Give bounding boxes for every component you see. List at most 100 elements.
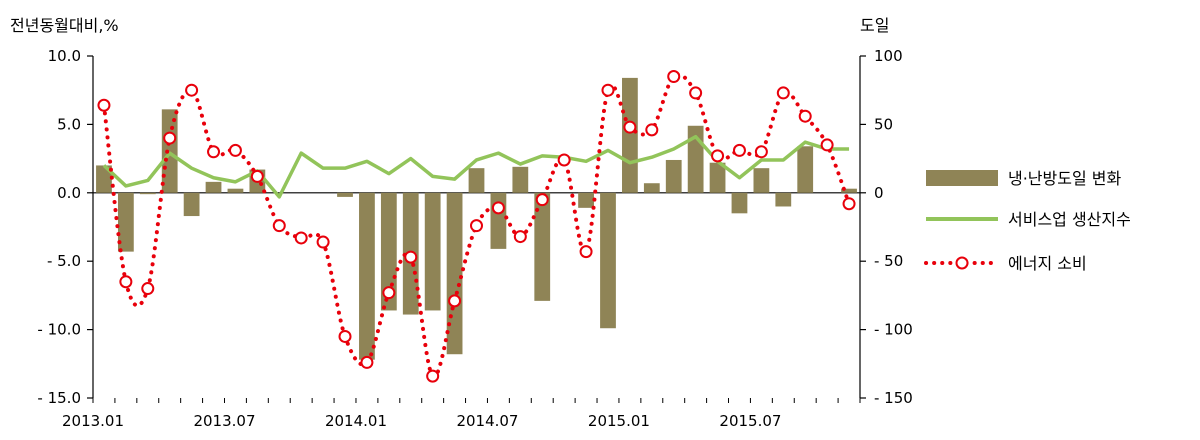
x-tick-label: 2013.01 bbox=[62, 412, 124, 430]
line-series-energy bbox=[97, 70, 856, 383]
bar bbox=[643, 183, 660, 193]
energy-point bbox=[732, 143, 746, 157]
bar bbox=[709, 162, 726, 193]
legend-label-red: 에너지 소비 bbox=[1008, 254, 1087, 273]
x-tick-label: 2013.07 bbox=[193, 412, 255, 430]
bar bbox=[183, 192, 200, 217]
energy-point bbox=[272, 219, 286, 233]
legend-item-bar: 냉·난방도일 변화 bbox=[926, 169, 1121, 188]
energy-point bbox=[338, 329, 352, 343]
left-tick-label: 10.0 bbox=[48, 47, 81, 65]
legend: 냉·난방도일 변화 서비스업 생산지수 에너지 소비 bbox=[924, 169, 1131, 273]
service-index-line bbox=[102, 134, 850, 199]
energy-point bbox=[207, 145, 221, 159]
right-tick-label: - 150 bbox=[874, 389, 913, 407]
bar bbox=[96, 165, 112, 193]
energy-point bbox=[623, 120, 637, 134]
plot-area: 10.0 5.0 0.0 - 5.0 - 10.0 - 15.0 100 50 0 - 50 - … bbox=[37, 47, 912, 430]
bar bbox=[468, 168, 485, 193]
energy-point bbox=[185, 83, 199, 97]
energy-point bbox=[316, 235, 330, 249]
energy-point bbox=[513, 230, 527, 244]
energy-point bbox=[119, 275, 133, 289]
x-tick-label: 2015.01 bbox=[588, 412, 650, 430]
bar bbox=[337, 192, 353, 197]
energy-point bbox=[711, 149, 725, 163]
right-tick-label: - 50 bbox=[874, 252, 903, 270]
energy-point bbox=[798, 109, 812, 123]
left-tick-label: 5.0 bbox=[57, 115, 81, 133]
energy-point bbox=[601, 83, 615, 97]
bar bbox=[665, 159, 682, 193]
energy-point bbox=[491, 201, 505, 215]
bar bbox=[534, 192, 551, 301]
bar-series-degree-days bbox=[96, 77, 857, 360]
bar bbox=[446, 192, 463, 355]
energy-point bbox=[776, 86, 790, 100]
energy-point bbox=[360, 355, 374, 369]
right-axis-unit-label: 도일 bbox=[860, 16, 889, 35]
bar bbox=[841, 188, 857, 193]
energy-point bbox=[754, 145, 768, 159]
left-axis-ticks: 10.0 5.0 0.0 - 5.0 - 10.0 - 15.0 bbox=[37, 47, 93, 407]
bar bbox=[797, 146, 814, 193]
bar bbox=[359, 192, 375, 360]
bar bbox=[161, 109, 178, 193]
bar bbox=[600, 192, 616, 329]
legend-swatch-bar bbox=[926, 170, 998, 186]
right-tick-label: 0 bbox=[874, 184, 884, 202]
energy-point bbox=[579, 245, 593, 259]
bar bbox=[205, 181, 222, 193]
energy-point bbox=[382, 286, 396, 300]
energy-point bbox=[842, 197, 856, 211]
left-tick-label: - 15.0 bbox=[37, 389, 81, 407]
energy-point bbox=[557, 153, 571, 167]
bar bbox=[622, 77, 638, 193]
bar bbox=[753, 168, 770, 193]
x-tick-label: 2014.07 bbox=[456, 412, 518, 430]
energy-point bbox=[426, 369, 440, 383]
energy-point bbox=[448, 294, 462, 308]
bar bbox=[578, 192, 594, 208]
right-tick-label: - 100 bbox=[874, 321, 913, 339]
left-tick-label: - 5.0 bbox=[47, 252, 81, 270]
left-axis-unit-label: 전년동월대비,% bbox=[10, 16, 119, 35]
line-series-service-index bbox=[102, 134, 850, 199]
energy-point bbox=[535, 193, 549, 207]
right-axis-ticks: 100 50 0 - 50 - 100 - 150 bbox=[860, 47, 913, 407]
energy-point bbox=[141, 282, 155, 296]
legend-label-green: 서비스업 생산지수 bbox=[1008, 210, 1131, 229]
left-tick-label: 0.0 bbox=[57, 184, 81, 202]
bar bbox=[424, 192, 441, 311]
bar bbox=[117, 192, 134, 252]
energy-point bbox=[645, 123, 659, 137]
energy-point bbox=[228, 143, 242, 157]
energy-point bbox=[689, 86, 703, 100]
x-tick-label: 2014.01 bbox=[325, 412, 387, 430]
x-axis-ticks: 2013.01 2013.07 2014.01 2014.07 2015.01 2015.… bbox=[62, 398, 861, 430]
x-tick-label: 2015.07 bbox=[719, 412, 781, 430]
bar bbox=[512, 166, 529, 193]
bar bbox=[731, 192, 748, 214]
bar bbox=[227, 188, 244, 193]
bar bbox=[490, 192, 507, 249]
left-tick-label: - 10.0 bbox=[37, 321, 81, 339]
right-tick-label: 100 bbox=[874, 47, 903, 65]
energy-point bbox=[470, 219, 483, 233]
energy-point bbox=[250, 169, 264, 183]
energy-point bbox=[97, 98, 111, 112]
legend-label-bar: 냉·난방도일 변화 bbox=[1008, 169, 1121, 188]
right-tick-label: 50 bbox=[874, 115, 893, 133]
energy-point bbox=[163, 131, 177, 145]
bar bbox=[775, 192, 792, 207]
energy-point bbox=[820, 138, 834, 152]
energy-point bbox=[667, 70, 681, 84]
energy-point bbox=[294, 231, 308, 245]
energy-point bbox=[404, 250, 418, 264]
bar bbox=[380, 192, 397, 311]
legend-item-green: 서비스업 생산지수 bbox=[926, 210, 1131, 229]
legend-item-red: 에너지 소비 bbox=[924, 254, 1087, 273]
bar bbox=[139, 192, 156, 195]
legend-swatch-red-marker bbox=[955, 256, 969, 270]
